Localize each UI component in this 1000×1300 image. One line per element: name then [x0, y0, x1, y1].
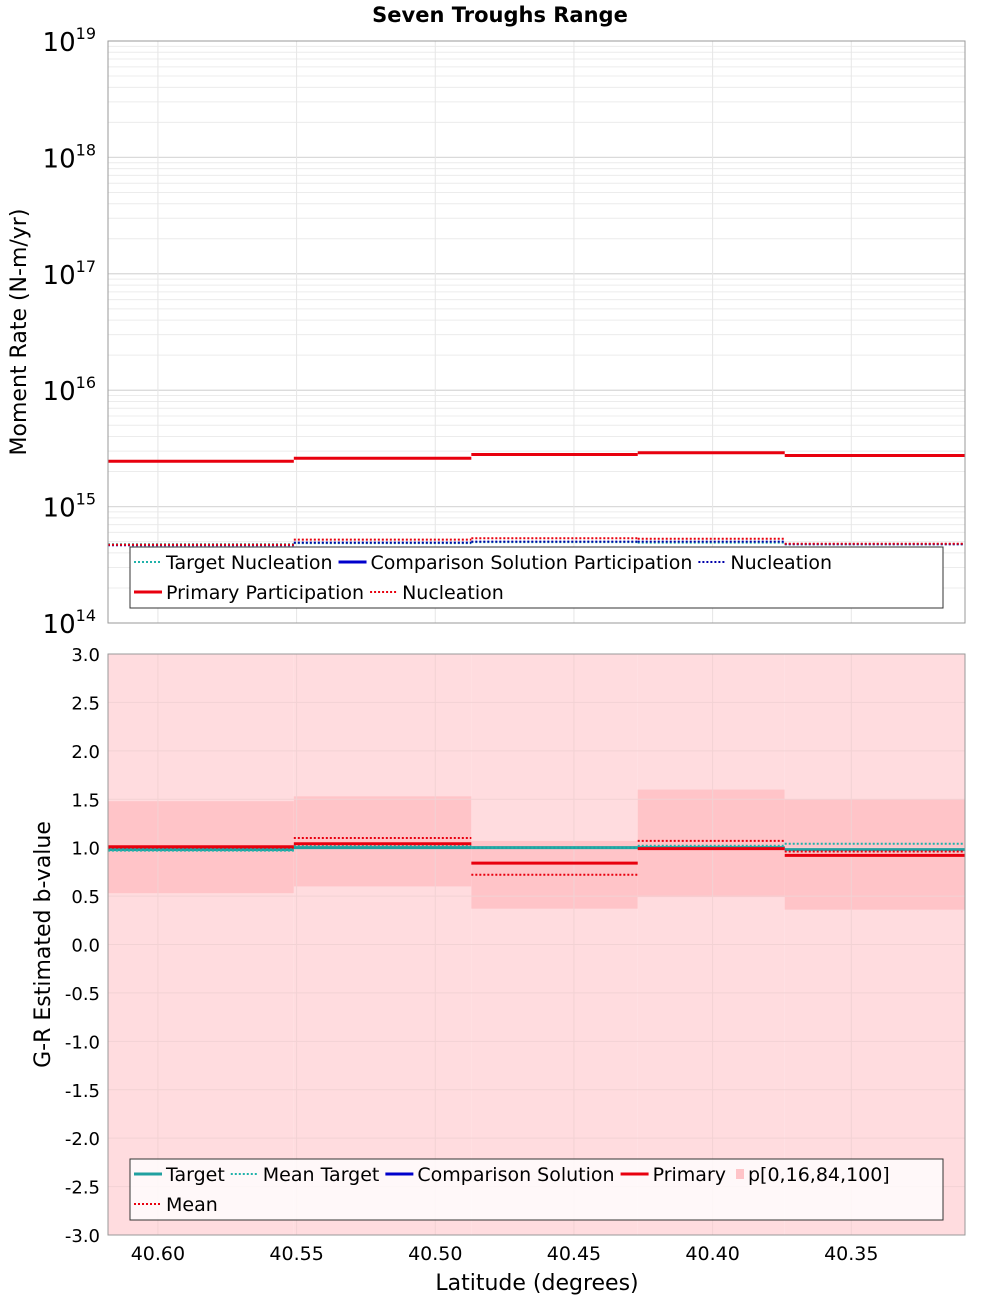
- moment-rate-legend-label: Target Nucleation: [165, 552, 333, 574]
- b-value-y-tick-label: 0.0: [71, 936, 100, 957]
- b-value-y-tick-label: -1.0: [65, 1032, 100, 1053]
- x-tick-label: 40.55: [269, 1243, 323, 1265]
- moment-rate-y-tick-label: 1014: [43, 606, 96, 640]
- x-axis-label: Latitude (degrees): [435, 1271, 638, 1296]
- x-axis-ticks: 40.60 40.55 40.50 40.45 40.40 40.35: [131, 1243, 879, 1265]
- x-tick-label: 40.45: [547, 1243, 601, 1265]
- moment-rate-y-tick-label: 1016: [43, 373, 96, 407]
- b-value-y-tick-label: 2.0: [71, 742, 100, 763]
- moment-rate-plot-area: [108, 41, 965, 623]
- b-value-legend: Target Mean Target Comparison Solution Prim…: [129, 1158, 944, 1221]
- b-value-inner-band: [471, 840, 638, 909]
- x-tick-label: 40.40: [685, 1243, 739, 1265]
- b-value-y-tick-label: 1.0: [71, 839, 100, 860]
- b-value-legend-label: p[0,16,84,100]: [748, 1164, 890, 1186]
- moment-rate-y-ticks: 1014 1015 1016 1017 1018 1019: [43, 24, 96, 640]
- b-value-inner-band: [293, 796, 472, 887]
- x-tick-label: 40.35: [824, 1243, 878, 1265]
- moment-rate-y-tick-label: 1015: [43, 490, 96, 524]
- b-value-y-tick-label: 0.5: [71, 887, 100, 908]
- b-value-legend-box: [129, 1158, 944, 1221]
- moment-rate-legend-label: Nucleation: [402, 582, 504, 604]
- moment-rate-legend-label: Primary Participation: [166, 582, 364, 604]
- moment-rate-y-label: Moment Rate (N-m/yr): [7, 209, 32, 456]
- moment-rate-legend: Target Nucleation Comparison Solution Par…: [129, 546, 944, 609]
- b-value-y-tick-label: -1.5: [65, 1081, 100, 1102]
- b-value-y-tick-label: 2.5: [71, 693, 100, 714]
- chart-title: Seven Troughs Range: [372, 3, 628, 27]
- b-value-y-tick-label: -2.5: [65, 1178, 100, 1199]
- b-value-inner-band: [637, 789, 785, 898]
- moment-rate-plot-frame: [107, 40, 966, 624]
- b-value-legend-label: Mean Target: [263, 1164, 380, 1186]
- b-value-y-tick-label: 3.0: [71, 645, 100, 666]
- moment-rate-y-tick-label: 1019: [43, 24, 96, 58]
- b-value-y-tick-label: -3.0: [65, 1226, 100, 1247]
- moment-rate-series: [108, 451, 965, 547]
- x-tick-label: 40.60: [131, 1243, 185, 1265]
- moment-rate-legend-box: [129, 546, 944, 609]
- moment-rate-panel: 1014 1015 1016 1017 1018 1019 Moment Rate (N-…: [7, 24, 966, 640]
- b-value-legend-label: Target: [165, 1164, 225, 1186]
- b-value-y-tick-label: -0.5: [65, 984, 100, 1005]
- moment-rate-gridlines: [108, 40, 965, 624]
- b-value-series: [108, 836, 965, 876]
- moment-rate-legend-label: Comparison Solution Participation: [371, 552, 693, 574]
- moment-rate-y-tick-label: 1018: [43, 140, 96, 174]
- moment-rate-legend-label: Nucleation: [730, 552, 832, 574]
- moment-rate-y-tick-label: 1017: [43, 257, 96, 291]
- x-tick-label: 40.50: [408, 1243, 462, 1265]
- b-value-y-tick-label: 1.5: [71, 790, 100, 811]
- b-value-legend-label: Mean: [166, 1194, 218, 1216]
- b-value-legend-swatch-band: [736, 1169, 744, 1179]
- b-value-legend-label: Comparison Solution: [417, 1164, 614, 1186]
- b-value-y-ticks: 3.0 2.5 2.0 1.5 1.0 0.5 0.0 -0.5 -1.0 -1.5 -2.0 -2.…: [65, 645, 100, 1247]
- b-value-plot-frame: [107, 653, 966, 1236]
- b-value-y-label: G-R Estimated b-value: [31, 821, 56, 1068]
- b-value-panel: 3.0 2.5 2.0 1.5 1.0 0.5 0.0 -0.5 -1.0 -1.5 -2.0 -2.…: [31, 645, 966, 1247]
- b-value-y-tick-label: -2.0: [65, 1129, 100, 1150]
- b-value-legend-label: Primary: [653, 1164, 726, 1186]
